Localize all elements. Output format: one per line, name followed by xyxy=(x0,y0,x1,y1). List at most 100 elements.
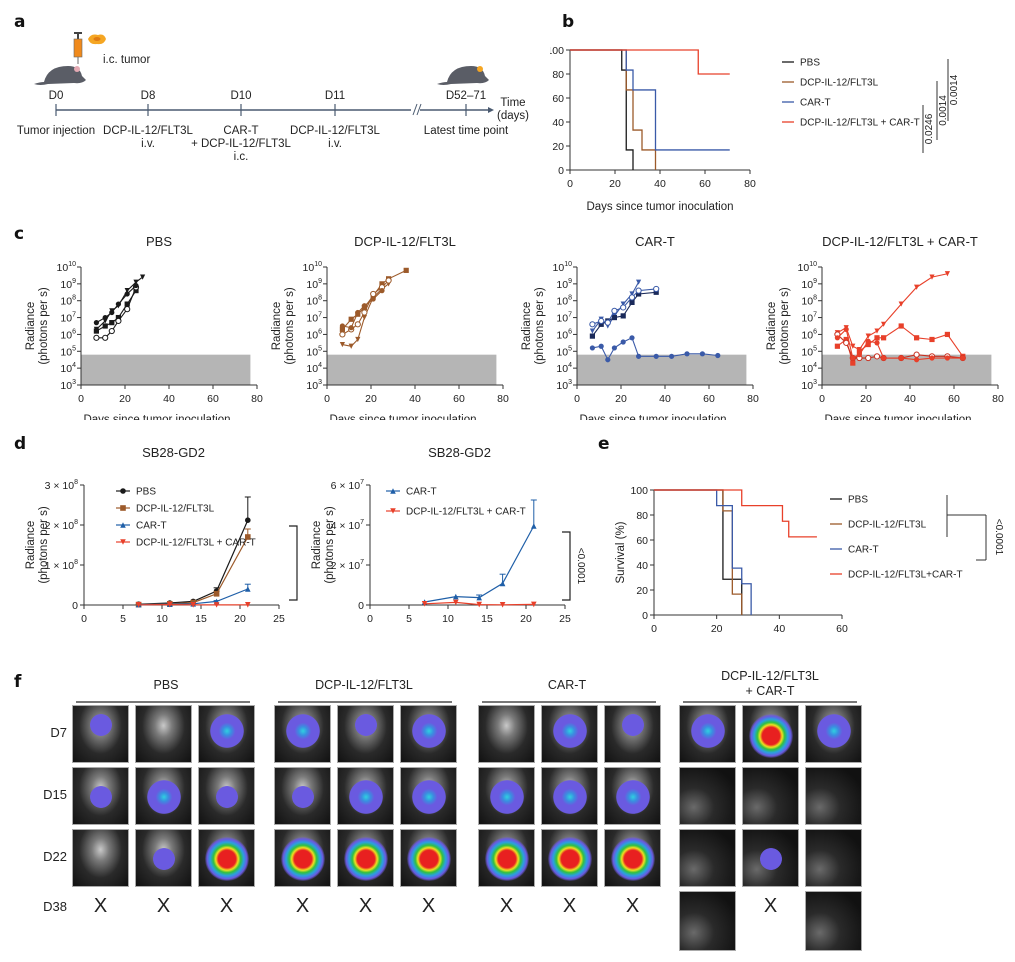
time-axis-label: Time (days) xyxy=(497,97,529,122)
data-point xyxy=(856,352,862,358)
bli-image xyxy=(400,705,457,763)
data-point xyxy=(605,357,611,363)
x-tick-label: 15 xyxy=(481,613,493,625)
data-point xyxy=(354,321,361,328)
bioluminescence-signal xyxy=(216,786,238,808)
bli-image xyxy=(337,829,394,887)
bli-image xyxy=(742,829,799,887)
bli-image xyxy=(274,705,331,763)
y-tick-label: 106 xyxy=(556,328,572,341)
timeline-event-label: DCP-IL-12/FLT3L i.v. xyxy=(290,125,380,150)
pvalue-label: <0.0001 xyxy=(993,519,1004,556)
pvalue-label: <0.0001 xyxy=(302,545,304,582)
data-point xyxy=(109,320,115,326)
data-point xyxy=(379,288,385,294)
imaging-group-title: PBS xyxy=(153,678,179,692)
y-tick-label: 104 xyxy=(306,362,322,375)
legend-label: DCP-IL-12/FLT3L xyxy=(800,78,879,89)
y-tick-label: 107 xyxy=(60,312,76,325)
y-tick-label: 3 × 108 xyxy=(45,479,79,492)
bli-image xyxy=(541,705,598,763)
bli-image xyxy=(679,891,736,951)
series-line xyxy=(424,525,535,603)
legend-label: CAR-T xyxy=(406,487,437,498)
survival-chart-e: 0204060801000204060Days since tumor inoc… xyxy=(615,485,1004,635)
deceased-mark: X xyxy=(219,895,234,917)
bli-image xyxy=(337,705,394,763)
x-tick-label: 20 xyxy=(234,613,246,625)
y-tick-label: 80 xyxy=(552,69,564,81)
km-curve-0 xyxy=(654,489,743,615)
imaging-day-label: D7 xyxy=(50,725,67,740)
deceased-mark: X xyxy=(763,895,778,917)
data-point xyxy=(881,335,887,341)
data-point xyxy=(370,296,376,302)
data-point xyxy=(881,355,887,361)
bli-image xyxy=(541,767,598,825)
data-point xyxy=(684,351,690,357)
data-point xyxy=(929,274,935,280)
y-tick-label: 104 xyxy=(60,362,76,375)
bioluminescence-signal xyxy=(90,714,112,736)
y-tick-label: 60 xyxy=(636,535,648,547)
legend-marker xyxy=(120,488,126,494)
bli-image xyxy=(604,829,661,887)
radiance-chart-dcp: DCP-IL-12/FLT3L 103 104 105 106 107 108 109 1010… xyxy=(271,234,509,420)
data-point xyxy=(102,323,108,329)
data-point xyxy=(108,327,115,335)
legend-marker xyxy=(390,488,396,494)
x-tick-label: 60 xyxy=(836,623,848,635)
data-point xyxy=(453,599,459,606)
y-tick-label: 1010 xyxy=(798,261,818,274)
data-point xyxy=(715,352,721,359)
bli-image xyxy=(604,705,661,763)
data-point xyxy=(133,282,139,289)
x-tick-label: 40 xyxy=(409,393,421,405)
x-axis-label: Days since tumor inoculation xyxy=(824,414,971,420)
y-tick-label: 0 xyxy=(558,165,564,177)
data-point xyxy=(499,602,506,608)
y-tick-label: 100 xyxy=(550,45,564,57)
y-tick-label: 0 xyxy=(642,610,648,622)
timeline-day-label: D8 xyxy=(140,90,156,102)
data-point xyxy=(421,601,428,607)
bli-image xyxy=(135,767,192,825)
timeline-day-label: D52–71 xyxy=(445,90,487,102)
bli-image xyxy=(135,705,192,763)
significance-bracket xyxy=(562,531,571,601)
x-tick-label: 10 xyxy=(156,613,168,625)
data-point xyxy=(850,355,856,361)
pvalue-label: 0.0246 xyxy=(924,113,935,144)
bli-image xyxy=(679,829,736,887)
timeline-graphics xyxy=(34,32,494,116)
y-tick-label: 106 xyxy=(306,328,322,341)
data-point xyxy=(190,602,196,608)
y-axis-label: (photons per s) xyxy=(324,506,336,584)
y-tick-label: 104 xyxy=(556,362,572,375)
bioluminescence-signal xyxy=(749,714,793,758)
y-tick-label: 103 xyxy=(556,379,572,392)
y-tick-label: 103 xyxy=(306,379,322,392)
data-point xyxy=(929,355,935,361)
data-point xyxy=(874,335,880,341)
km-curve-2 xyxy=(654,489,752,615)
bioluminescence-signal xyxy=(553,780,587,814)
bioluminescence-signal xyxy=(90,786,112,808)
data-point xyxy=(370,290,377,298)
y-tick-label: 100 xyxy=(630,485,648,497)
x-tick-label: 0 xyxy=(651,623,657,635)
bli-image xyxy=(742,705,799,763)
data-point xyxy=(124,288,130,294)
series-mouse4 xyxy=(93,282,139,326)
series-mouse1 xyxy=(834,271,950,353)
bioluminescence-signal xyxy=(286,714,320,748)
data-point xyxy=(865,333,871,339)
data-point xyxy=(850,360,856,366)
y-tick-label: 106 xyxy=(60,328,76,341)
data-point xyxy=(636,279,642,285)
bli-image xyxy=(400,829,457,887)
mean-radiance-chart-1: SB28-GD2 0 1 × 108 2 × 108 3 × 108 0 5 10 15 20 25… xyxy=(25,445,304,625)
data-point xyxy=(115,301,121,307)
chart-title: SB28-GD2 xyxy=(142,445,205,460)
data-point xyxy=(913,351,920,358)
